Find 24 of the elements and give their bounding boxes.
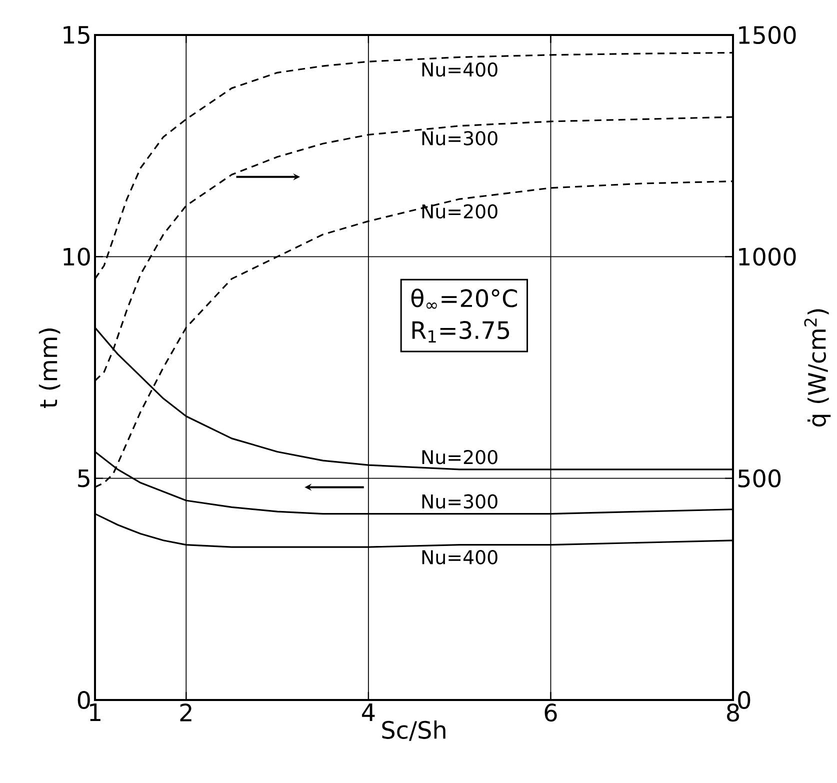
series-label: Nu=200 <box>422 450 498 464</box>
y-axis-title: t (mm) <box>38 328 60 408</box>
series-label: Nu=300 <box>422 494 498 509</box>
series-label: Nu=200 <box>422 204 498 219</box>
y-tick-label: 5 <box>78 469 90 488</box>
y2-tick-label: 1000 <box>739 248 796 266</box>
x-axis-title: Sc/Sh <box>382 720 446 741</box>
y2-axis-title: q̇ (W/cm$^{2}$) <box>804 309 831 427</box>
y2-tick-label: 0 <box>738 690 750 710</box>
x-tick-label: 1 <box>90 704 100 721</box>
x-tick-label: 6 <box>544 704 557 722</box>
x-tick-label: 4 <box>362 704 375 721</box>
series-label: Nu=400 <box>422 62 498 77</box>
x-tick-label: 2 <box>180 704 192 722</box>
y2-tick-label: 500 <box>738 469 781 488</box>
annotation: θ$_{∞}$=20°C <box>411 288 517 309</box>
y2-tick-label: 1500 <box>739 26 796 44</box>
series-label: Nu=300 <box>422 131 498 146</box>
annotation: R$_{1}$=3.75 <box>412 321 510 343</box>
y-tick-label: 0 <box>78 690 90 710</box>
y-tick-label: 10 <box>64 248 90 266</box>
y-tick-label: 15 <box>64 26 90 44</box>
series-label: Nu=400 <box>422 550 498 564</box>
x-tick-label: 8 <box>727 704 739 722</box>
